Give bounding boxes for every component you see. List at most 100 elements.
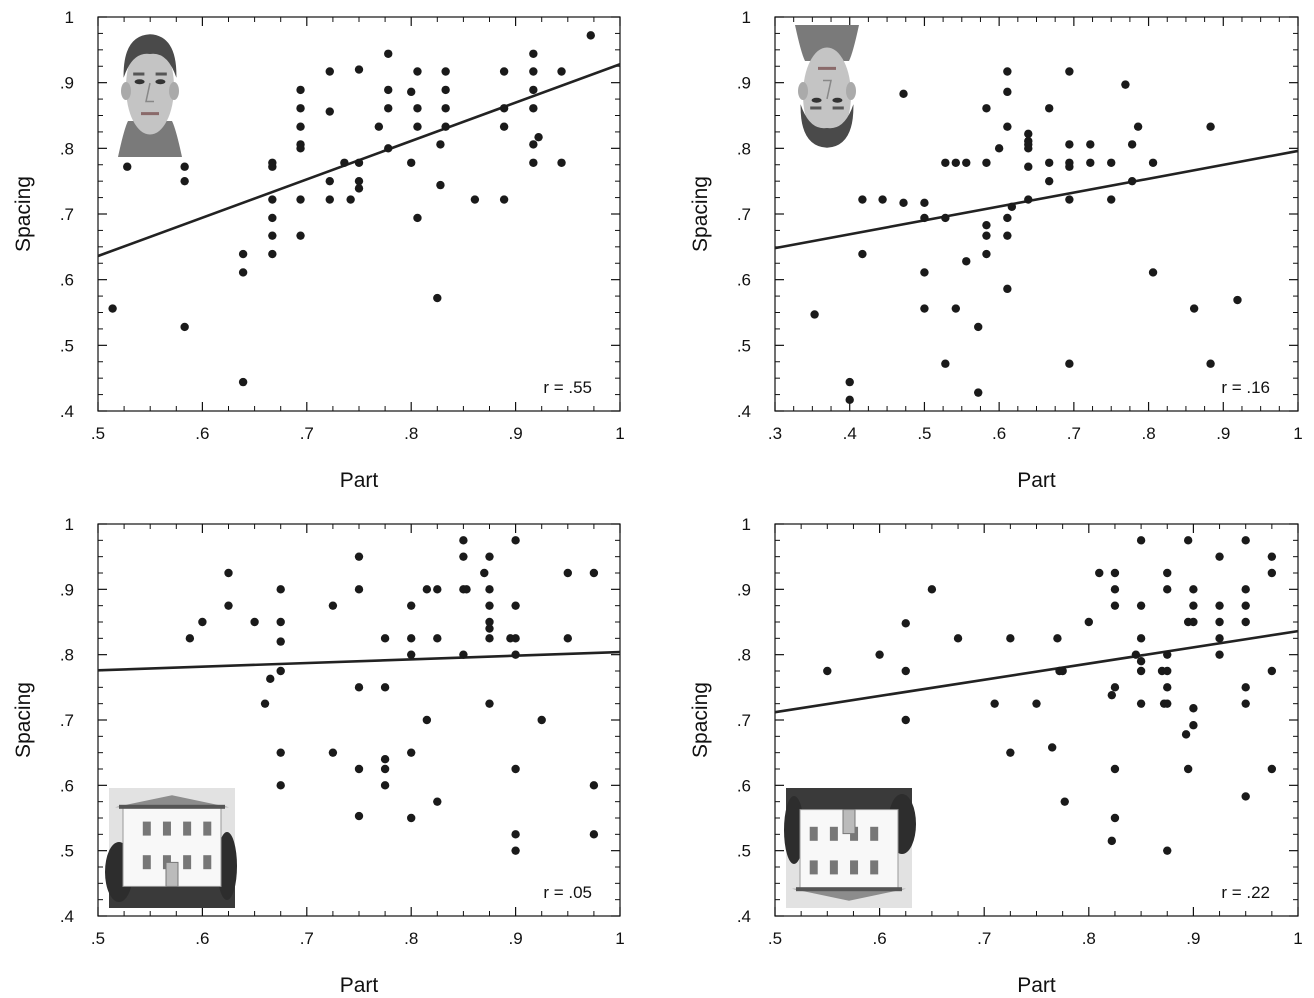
- x-tick-label: .9: [1186, 929, 1200, 948]
- data-point: [407, 748, 416, 757]
- data-point: [328, 748, 338, 757]
- y-axis-title: Spacing: [689, 682, 712, 758]
- data-point: [485, 585, 494, 594]
- data-point: [511, 634, 520, 643]
- data-point: [901, 619, 910, 628]
- data-point: [1267, 666, 1277, 676]
- correlation-label: r = .55: [543, 378, 592, 397]
- data-point: [1241, 585, 1250, 594]
- data-point: [1107, 195, 1116, 204]
- data-point: [1024, 162, 1033, 171]
- data-point: [268, 195, 277, 204]
- y-tick-label: .4: [737, 907, 751, 926]
- data-point: [1045, 158, 1054, 167]
- regression-line: [774, 149, 1299, 250]
- data-point: [563, 568, 572, 578]
- data-point: [589, 830, 599, 839]
- data-point: [441, 67, 450, 76]
- data-point: [927, 585, 937, 594]
- data-point: [511, 601, 520, 610]
- y-tick-label: .7: [737, 711, 751, 730]
- data-point: [436, 180, 445, 190]
- x-tick-label: .9: [1216, 424, 1230, 443]
- data-point: [982, 220, 991, 230]
- x-tick-label: .9: [509, 929, 523, 948]
- data-point: [276, 781, 285, 790]
- data-point: [529, 104, 538, 113]
- scatter-panel-upright-house: .5 .6 .7 .8 .9 1 .4 .5 .6 .7 .8 .9 1 Part Spacing r = .…: [12, 515, 625, 997]
- data-point: [1110, 813, 1120, 823]
- data-point: [1003, 231, 1012, 240]
- data-point: [1215, 634, 1224, 643]
- inverted-face-image: [795, 25, 859, 148]
- data-point: [1065, 162, 1074, 171]
- data-point: [1024, 144, 1033, 153]
- data-point: [586, 31, 595, 40]
- data-point: [354, 158, 364, 167]
- data-point: [407, 601, 416, 610]
- data-point: [441, 122, 450, 131]
- data-point: [296, 195, 305, 204]
- data-point: [346, 195, 355, 204]
- data-point: [511, 846, 520, 855]
- data-point: [845, 395, 854, 405]
- x-tick-label: .8: [404, 929, 418, 948]
- x-axis-title: Part: [340, 469, 379, 492]
- regression-line: [97, 650, 621, 672]
- data-point: [1215, 650, 1224, 659]
- y-tick-label: .9: [60, 74, 74, 93]
- y-tick-label: .4: [60, 907, 74, 926]
- data-point: [433, 797, 442, 806]
- data-point: [529, 67, 538, 76]
- data-point: [511, 764, 520, 774]
- data-point: [1107, 836, 1117, 846]
- data-point: [1032, 699, 1041, 708]
- data-point: [589, 568, 599, 578]
- data-point: [413, 213, 422, 223]
- data-point: [1183, 764, 1193, 774]
- data-point: [266, 674, 275, 684]
- scatter-panel-upright-face: .5 .6 .7 .8 .9 1 .4 .5 .6 .7 .8 .9 1 Part Spacing r = .…: [12, 8, 625, 492]
- data-point: [185, 634, 195, 643]
- data-point: [180, 322, 189, 332]
- inverted-house-image: [784, 788, 916, 908]
- data-point: [422, 585, 432, 594]
- y-tick-label: .4: [60, 402, 74, 421]
- data-point: [413, 122, 422, 131]
- data-point: [238, 249, 248, 259]
- x-axis-title: Part: [1017, 974, 1056, 997]
- data-point: [1136, 536, 1146, 545]
- data-point: [920, 268, 929, 277]
- data-point: [1241, 617, 1250, 627]
- y-tick-label: .8: [60, 139, 74, 158]
- data-point: [1163, 846, 1172, 855]
- data-point: [459, 552, 468, 561]
- data-point: [529, 140, 538, 149]
- x-tick-label: .7: [300, 929, 314, 948]
- data-point: [1007, 202, 1017, 211]
- data-point: [384, 85, 393, 95]
- data-point: [407, 634, 416, 643]
- data-point: [1148, 158, 1158, 167]
- y-tick-label: .7: [60, 711, 74, 730]
- data-point: [875, 650, 884, 659]
- y-tick-label: .8: [737, 646, 751, 665]
- x-tick-label: .8: [404, 424, 418, 443]
- data-point: [354, 552, 364, 561]
- data-point: [1107, 158, 1116, 167]
- data-point: [380, 683, 390, 692]
- y-tick-label: .6: [60, 271, 74, 290]
- data-point: [1053, 634, 1062, 643]
- data-point: [962, 257, 971, 266]
- scatter-panel-inverted-house: .5 .6 .7 .8 .9 1 .4 .5 .6 .7 .8 .9 1 Part Spacing r = .…: [689, 515, 1303, 997]
- data-point: [1241, 536, 1250, 545]
- data-point: [1136, 666, 1146, 676]
- data-point: [296, 231, 305, 240]
- data-point: [296, 104, 305, 113]
- data-point: [1241, 601, 1250, 610]
- upright-house-image: [105, 788, 237, 908]
- data-point: [1206, 359, 1215, 368]
- data-point: [858, 249, 867, 259]
- data-point: [1045, 176, 1054, 186]
- data-point: [499, 104, 509, 113]
